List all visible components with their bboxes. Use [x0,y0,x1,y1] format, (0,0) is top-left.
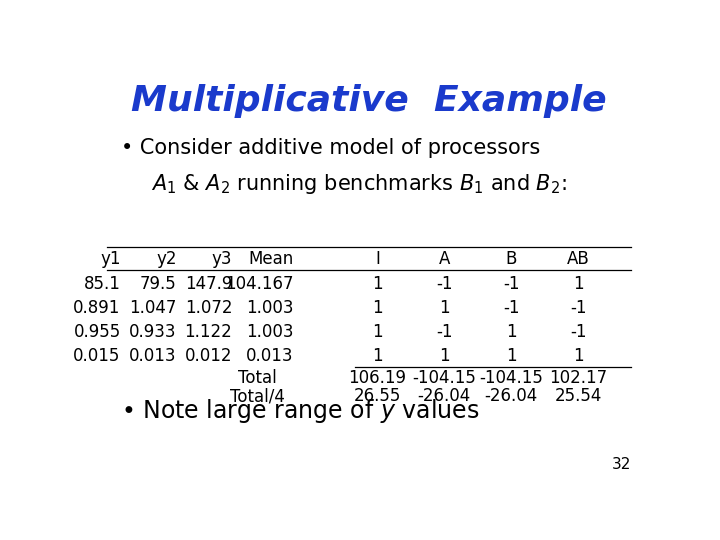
Text: y1: y1 [100,250,121,268]
Text: 0.015: 0.015 [73,347,121,365]
Text: 79.5: 79.5 [140,275,176,293]
Text: Multiplicative  Example: Multiplicative Example [131,84,607,118]
Text: 1.122: 1.122 [184,323,233,341]
Text: • Note large range of $y$ values: • Note large range of $y$ values [121,397,479,426]
Text: 1.072: 1.072 [185,299,233,317]
Text: -1: -1 [570,299,587,317]
Text: 25.54: 25.54 [554,387,602,405]
Text: 0.013: 0.013 [129,347,176,365]
Text: -26.04: -26.04 [418,387,471,405]
Text: 1: 1 [372,275,383,293]
Text: y3: y3 [212,250,233,268]
Text: 26.55: 26.55 [354,387,401,405]
Text: y2: y2 [156,250,176,268]
Text: -1: -1 [570,323,587,341]
Text: A: A [438,250,450,268]
Text: -1: -1 [436,323,453,341]
Text: 0.013: 0.013 [246,347,294,365]
Text: 1: 1 [573,347,584,365]
Text: I: I [375,250,380,268]
Text: 0.012: 0.012 [185,347,233,365]
Text: 0.955: 0.955 [73,323,121,341]
Text: 85.1: 85.1 [84,275,121,293]
Text: 1: 1 [573,275,584,293]
Text: Total: Total [238,369,276,387]
Text: $A_1$ & $A_2$ running benchmarks $B_1$ and $B_2$:: $A_1$ & $A_2$ running benchmarks $B_1$ a… [151,172,567,195]
Text: 147.9: 147.9 [185,275,233,293]
Text: B: B [505,250,517,268]
Text: 1: 1 [372,299,383,317]
Text: 1: 1 [506,323,517,341]
Text: 0.891: 0.891 [73,299,121,317]
Text: 102.17: 102.17 [549,369,607,387]
Text: -26.04: -26.04 [485,387,538,405]
Text: 1.047: 1.047 [129,299,176,317]
Text: -104.15: -104.15 [413,369,476,387]
Text: 1.003: 1.003 [246,299,294,317]
Text: 104.167: 104.167 [225,275,294,293]
Text: 1: 1 [372,323,383,341]
Text: 1: 1 [439,299,450,317]
Text: 1: 1 [506,347,517,365]
Text: 1.003: 1.003 [246,323,294,341]
Text: -104.15: -104.15 [480,369,543,387]
Text: AB: AB [567,250,590,268]
Text: 1: 1 [439,347,450,365]
Text: 1: 1 [372,347,383,365]
Text: -1: -1 [503,299,520,317]
Text: 32: 32 [612,457,631,472]
Text: 106.19: 106.19 [348,369,406,387]
Text: -1: -1 [503,275,520,293]
Text: -1: -1 [436,275,453,293]
Text: Total/4: Total/4 [230,387,285,405]
Text: 0.933: 0.933 [129,323,176,341]
Text: • Consider additive model of processors: • Consider additive model of processors [121,138,540,158]
Text: Mean: Mean [248,250,294,268]
